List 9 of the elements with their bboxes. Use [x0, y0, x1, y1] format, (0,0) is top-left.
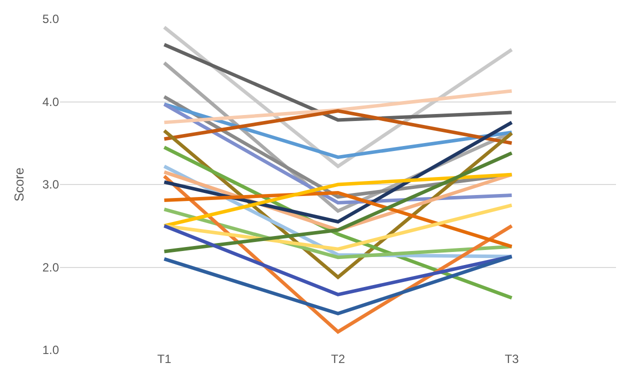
- x-tick-label: T1: [157, 352, 172, 366]
- x-tick-label: T3: [504, 352, 520, 366]
- y-tick-label: 5.0: [42, 12, 60, 26]
- y-tick-label: 4.0: [42, 94, 60, 109]
- y-tick-label: 1.0: [42, 343, 60, 358]
- y-axis-title: Score: [11, 168, 26, 202]
- x-tick-label: T2: [330, 352, 346, 366]
- y-tick-label: 2.0: [42, 260, 60, 274]
- y-tick-label: 3.0: [42, 178, 60, 192]
